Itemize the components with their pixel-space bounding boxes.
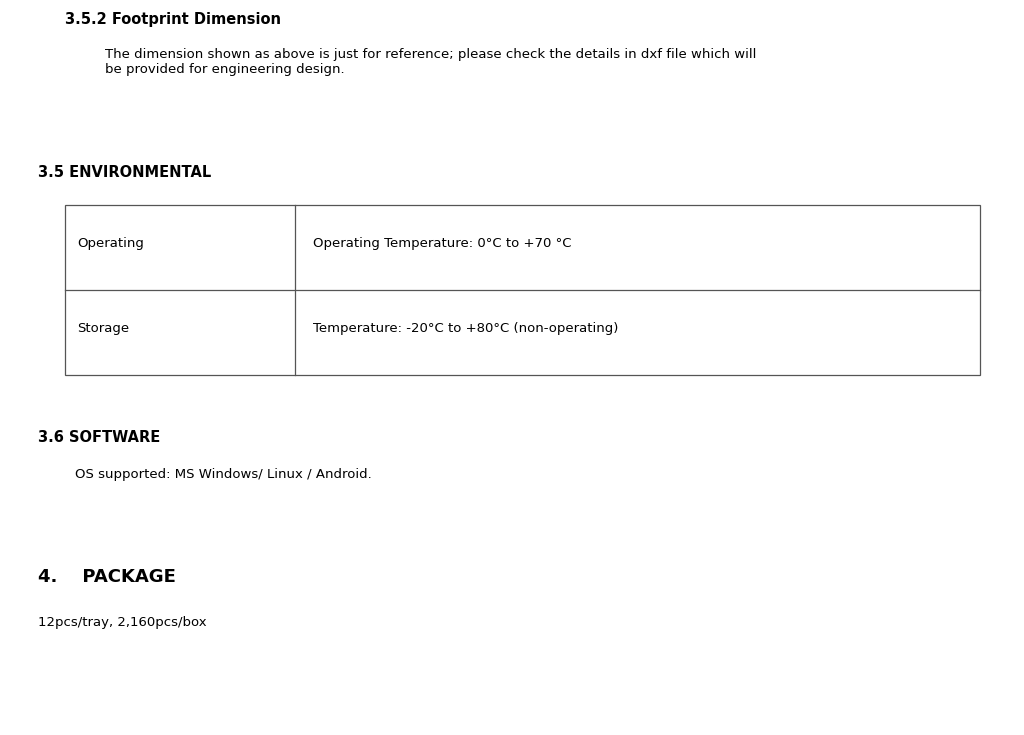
Text: The dimension shown as above is just for reference; please check the details in : The dimension shown as above is just for… <box>105 48 757 76</box>
Text: Operating Temperature: 0°C to +70 °C: Operating Temperature: 0°C to +70 °C <box>313 237 571 251</box>
Bar <box>65 205 980 375</box>
Text: 3.6 SOFTWARE: 3.6 SOFTWARE <box>38 430 160 445</box>
Text: Storage: Storage <box>77 323 129 335</box>
Text: 4.    PACKAGE: 4. PACKAGE <box>38 568 176 586</box>
Text: OS supported: MS Windows/ Linux / Android.: OS supported: MS Windows/ Linux / Androi… <box>75 468 372 481</box>
Text: Operating: Operating <box>77 237 144 251</box>
Text: 3.5 ENVIRONMENTAL: 3.5 ENVIRONMENTAL <box>38 165 211 180</box>
Text: 3.5.2 Footprint Dimension: 3.5.2 Footprint Dimension <box>65 12 281 27</box>
Text: Temperature: -20°C to +80°C (non-operating): Temperature: -20°C to +80°C (non-operati… <box>313 323 618 335</box>
Text: 12pcs/tray, 2,160pcs/box: 12pcs/tray, 2,160pcs/box <box>38 616 207 629</box>
